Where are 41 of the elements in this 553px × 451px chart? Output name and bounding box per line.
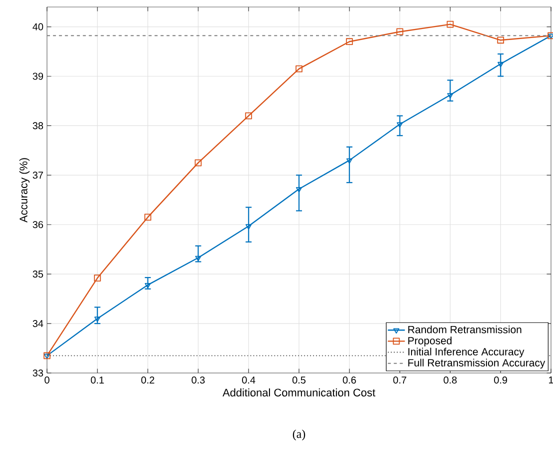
point (346, 38, 353, 46)
point (246, 224, 252, 230)
legend-label: Proposed (408, 336, 452, 346)
y-tick-label: 38 (32, 122, 44, 130)
x-tick-label: 0.6 (342, 376, 356, 384)
x-tick-label: 0.8 (444, 376, 457, 384)
x-tick-label: 0.3 (192, 376, 205, 384)
point (296, 187, 302, 192)
legend-label: Full Retransmission Accuracy (408, 358, 546, 369)
point (396, 28, 404, 36)
point (245, 112, 252, 120)
y-axis-title: Accuracy (%) (19, 158, 30, 223)
y-tick-label: 34 (32, 320, 44, 328)
y-tick-label: 36 (32, 221, 44, 228)
y-tick-label: 39 (32, 72, 44, 80)
point (144, 214, 152, 221)
point (396, 122, 403, 128)
y-tick-label: 35 (32, 270, 44, 278)
x-tick-label: 0.5 (292, 376, 306, 384)
x-axis-title: Additional Communication Cost (222, 388, 376, 396)
y-tick-label: 33 (32, 369, 44, 377)
x-tick-label: 0.4 (242, 376, 256, 384)
x-tick-label: 1 (549, 376, 553, 384)
x-tick-label: 0 (44, 376, 50, 384)
point (346, 158, 352, 164)
ref-line-label: Initial Inference Accuracy (408, 348, 524, 358)
point (446, 20, 454, 28)
point (498, 62, 504, 68)
y-tick-label: 40 (32, 23, 44, 30)
point (296, 65, 302, 72)
point (194, 159, 202, 166)
x-tick-label: 0.2 (141, 376, 154, 384)
x-tick-label: 0.9 (494, 376, 508, 384)
point (447, 93, 454, 98)
point (497, 36, 504, 44)
point (94, 274, 101, 282)
x-tick-label: 0.7 (393, 376, 406, 384)
x-tick-label: 0.1 (90, 376, 104, 384)
y-tick-label: 37 (32, 172, 43, 179)
text: (a) (292, 430, 306, 440)
legend-label: Random Retransmission (408, 326, 522, 334)
